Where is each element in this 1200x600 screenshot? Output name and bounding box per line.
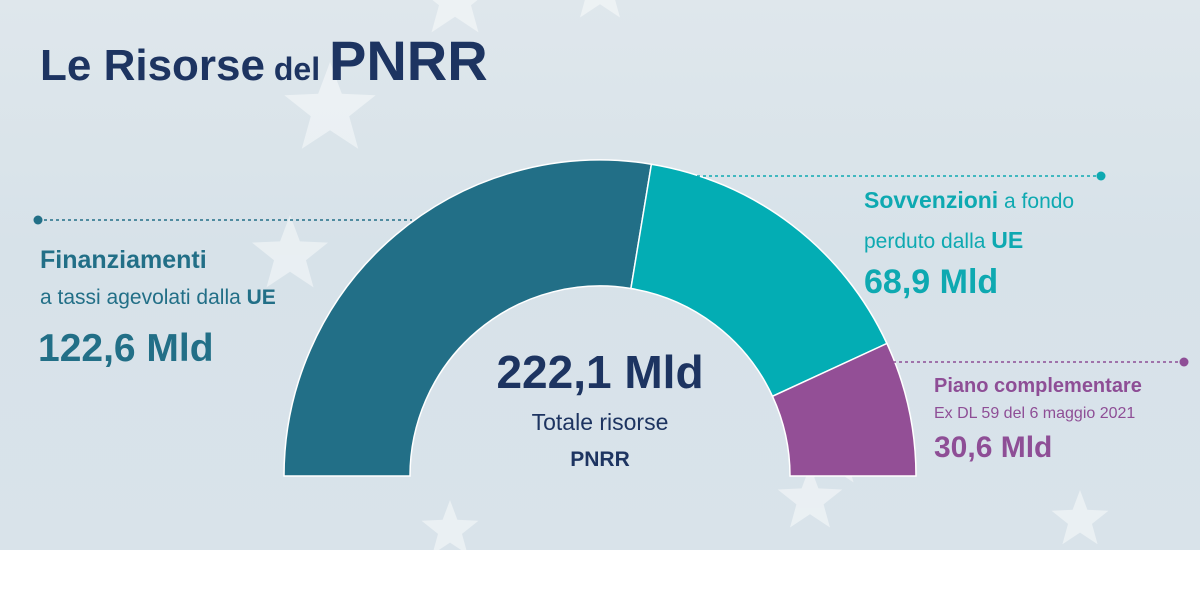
- leader-lines: [33, 171, 1189, 367]
- background-star: [421, 500, 479, 550]
- finanziamenti-subtitle-ue: UE: [246, 286, 276, 309]
- leader-dot-piano: [1179, 357, 1189, 367]
- background-star: [1051, 490, 1109, 545]
- sovvenzioni-subtitle-text: perduto dalla: [864, 230, 986, 253]
- sovvenzioni-heading-suffix: a fondo: [1004, 190, 1075, 213]
- finanziamenti-heading: Finanziamenti: [40, 246, 207, 274]
- background-star: [431, 0, 479, 33]
- sovvenzioni-subtitle-ue: UE: [991, 227, 1024, 253]
- total-caption-bold: PNRR: [570, 448, 630, 471]
- slice-piano: [771, 342, 917, 477]
- finanziamenti-subtitle: a tassi agevolati dalla UE: [40, 286, 276, 310]
- background-star: [580, 0, 620, 18]
- background-star: [777, 466, 843, 528]
- title-part-1: Le Risorse: [40, 41, 265, 90]
- total-value: 222,1 Mld: [496, 346, 704, 398]
- sovvenzioni-value: 68,9 Mld: [864, 263, 999, 301]
- finanziamenti-value: 122,6 Mld: [38, 327, 214, 370]
- sovvenzioni-subtitle: perduto dalla UE: [864, 227, 1023, 254]
- total-caption: Totale risorse: [531, 409, 669, 435]
- sovvenzioni-heading-bold: Sovvenzioni: [864, 187, 999, 213]
- leader-dot-finanziamenti: [33, 215, 43, 225]
- page-title: Le Risorse del PNRR: [40, 28, 488, 93]
- piano-subtitle: Ex DL 59 del 6 maggio 2021: [934, 405, 1136, 422]
- semi-donut-chart: [33, 159, 1189, 477]
- title-part-2: del: [273, 51, 321, 87]
- background-star: [252, 215, 328, 288]
- piano-value: 30,6 Mld: [934, 431, 1053, 464]
- piano-heading: Piano complementare: [934, 375, 1142, 397]
- slice-finanziamenti: [283, 159, 653, 477]
- sovvenzioni-heading: Sovvenzioni a fondo: [864, 187, 1074, 214]
- background-star: [284, 62, 376, 149]
- leader-dot-sovvenzioni: [1096, 171, 1106, 181]
- title-part-3: PNRR: [329, 29, 488, 92]
- finanziamenti-subtitle-text: a tassi agevolati dalla: [40, 286, 241, 309]
